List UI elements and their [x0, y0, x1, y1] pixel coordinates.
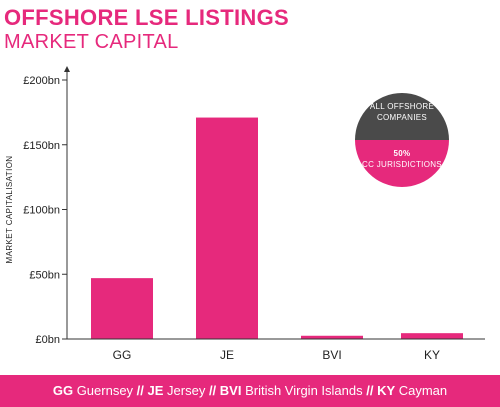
inset-pie-slice-cc-jurisdictions: [355, 140, 449, 187]
bar-je: [196, 117, 258, 340]
footer-legend: GG Guernsey // JE Jersey // BVI British …: [0, 375, 500, 407]
footer-separator: //: [205, 383, 220, 398]
footer-code: KY: [377, 383, 396, 398]
inset-bottom-label-text: CC JURISDICTIONS: [362, 160, 442, 169]
footer-separator: //: [133, 383, 148, 398]
inset-percent-label: 50%: [393, 149, 411, 158]
inset-top-label-line2: COMPANIES: [376, 113, 428, 122]
bar-chart: £0bn £50bn £100bn £150bn £200bn GG JE BVI KY MARK…: [5, 66, 485, 362]
inset-top-label-line1: ALL OFFSHORE: [369, 102, 435, 111]
y-axis-arrow: [64, 66, 70, 72]
x-tick-label: KY: [424, 348, 440, 362]
y-tick-label: £50bn: [29, 269, 60, 281]
bar-ky: [401, 333, 463, 339]
y-tick-label: £150bn: [23, 140, 60, 152]
inset-bottom-label: 50% CC JURISDICTIONS: [356, 149, 448, 169]
y-tick-label: £200bn: [23, 75, 60, 87]
x-tick-label: GG: [113, 348, 132, 362]
footer-code: BVI: [219, 383, 242, 398]
inset-pie-slice-all-offshore: [355, 93, 449, 140]
y-tick-label: £0bn: [36, 334, 60, 346]
bar-gg: [91, 278, 153, 339]
footer-legend-content: GG Guernsey // JE Jersey // BVI British …: [53, 383, 447, 398]
footer-name: Guernsey: [73, 383, 134, 398]
x-tick-label: BVI: [322, 348, 341, 362]
footer-code: GG: [52, 383, 74, 398]
y-tick-label: £100bn: [23, 205, 60, 217]
x-tick-label: JE: [220, 348, 234, 362]
footer-name: Jersey: [163, 383, 206, 398]
bar-bvi: [301, 335, 363, 339]
y-axis-title: MARKET CAPITALISATION: [5, 156, 14, 264]
chart-subtitle: MARKET CAPITAL: [4, 31, 179, 53]
footer-code: JE: [147, 383, 164, 398]
inset-top-label: ALL OFFSHORE COMPANIES: [356, 102, 448, 122]
footer-name: Cayman: [395, 383, 448, 398]
footer-name: British Virgin Islands: [241, 383, 363, 398]
chart-title: OFFSHORE LSE LISTINGS: [4, 5, 289, 30]
footer-separator: //: [362, 383, 378, 398]
